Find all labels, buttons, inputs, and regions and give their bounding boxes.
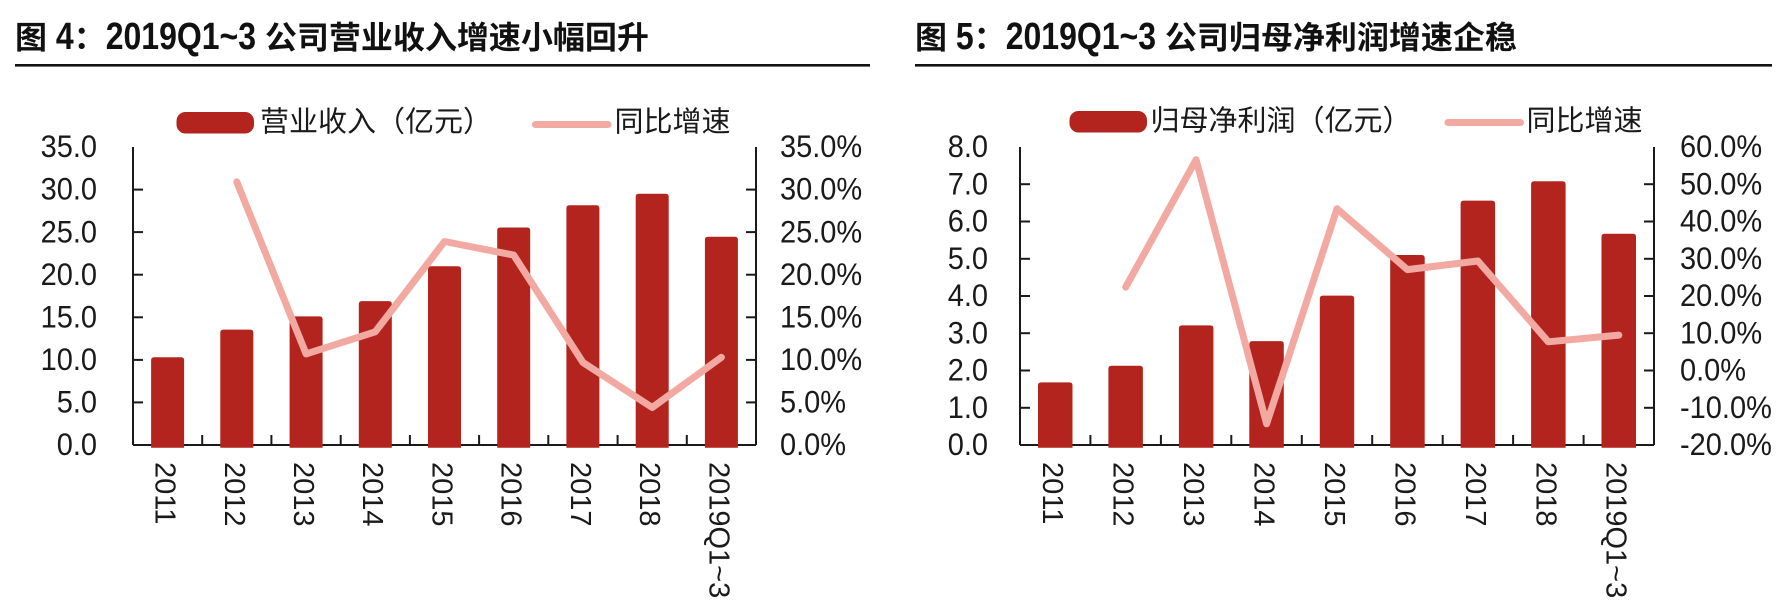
svg-text:25.0: 25.0 (41, 214, 97, 250)
svg-text:2015: 2015 (426, 462, 458, 527)
svg-text:2017: 2017 (1459, 462, 1491, 527)
svg-text:0.0%: 0.0% (780, 427, 846, 463)
svg-text:2017: 2017 (564, 462, 596, 527)
svg-text:0.0: 0.0 (57, 427, 97, 463)
svg-text:1.0: 1.0 (948, 390, 988, 426)
svg-text:2014: 2014 (356, 462, 388, 527)
svg-text:4: 4 (56, 15, 74, 57)
svg-text:5.0%: 5.0% (780, 384, 846, 420)
svg-text:40.0%: 40.0% (1680, 203, 1762, 239)
svg-text:15.0%: 15.0% (780, 299, 862, 335)
svg-text:20.0%: 20.0% (780, 257, 862, 293)
svg-text:35.0: 35.0 (41, 129, 97, 165)
svg-text:8.0: 8.0 (948, 129, 988, 165)
svg-text:5: 5 (956, 15, 974, 57)
svg-text:60.0%: 60.0% (1680, 129, 1762, 165)
svg-text:2018: 2018 (1529, 462, 1561, 527)
svg-text:2018: 2018 (633, 462, 665, 527)
svg-text:30.0%: 30.0% (1680, 241, 1762, 277)
svg-text:2019Q1~3: 2019Q1~3 (702, 462, 734, 598)
svg-text:6.0: 6.0 (948, 203, 988, 239)
svg-text:2019Q1~3: 2019Q1~3 (1006, 15, 1156, 57)
svg-text:2013: 2013 (1177, 462, 1209, 527)
svg-text:-20.0%: -20.0% (1680, 427, 1772, 463)
svg-text:10.0%: 10.0% (1680, 315, 1762, 351)
svg-text:20.0: 20.0 (41, 257, 97, 293)
svg-text:35.0%: 35.0% (780, 129, 862, 165)
svg-text:4.0: 4.0 (948, 278, 988, 314)
svg-text:2014: 2014 (1248, 462, 1280, 527)
svg-text:2016: 2016 (1388, 462, 1420, 527)
svg-text:30.0: 30.0 (41, 171, 97, 207)
svg-text:10.0%: 10.0% (780, 342, 862, 378)
svg-text:20.0%: 20.0% (1680, 278, 1762, 314)
svg-text:2011: 2011 (1036, 462, 1068, 524)
svg-text:5.0: 5.0 (948, 241, 988, 277)
svg-text:10.0: 10.0 (41, 342, 97, 378)
svg-text:7.0: 7.0 (948, 166, 988, 202)
svg-text:2.0: 2.0 (948, 352, 988, 388)
svg-text:2019Q1~3: 2019Q1~3 (1600, 462, 1632, 598)
svg-text:2019Q1~3: 2019Q1~3 (106, 15, 256, 57)
svg-text:30.0%: 30.0% (780, 171, 862, 207)
svg-text:25.0%: 25.0% (780, 214, 862, 250)
svg-text:2015: 2015 (1318, 462, 1350, 527)
svg-text:3.0: 3.0 (948, 315, 988, 351)
svg-text:2012: 2012 (218, 462, 250, 527)
svg-text:-10.0%: -10.0% (1680, 390, 1772, 426)
svg-text:5.0: 5.0 (57, 384, 97, 420)
svg-text:2013: 2013 (287, 462, 319, 527)
svg-text:2011: 2011 (149, 462, 181, 524)
svg-text:15.0: 15.0 (41, 299, 97, 335)
svg-text:50.0%: 50.0% (1680, 166, 1762, 202)
svg-text:0.0: 0.0 (948, 427, 988, 463)
svg-text:0.0%: 0.0% (1680, 352, 1746, 388)
svg-text:2016: 2016 (495, 462, 527, 527)
svg-text:2012: 2012 (1107, 462, 1139, 527)
